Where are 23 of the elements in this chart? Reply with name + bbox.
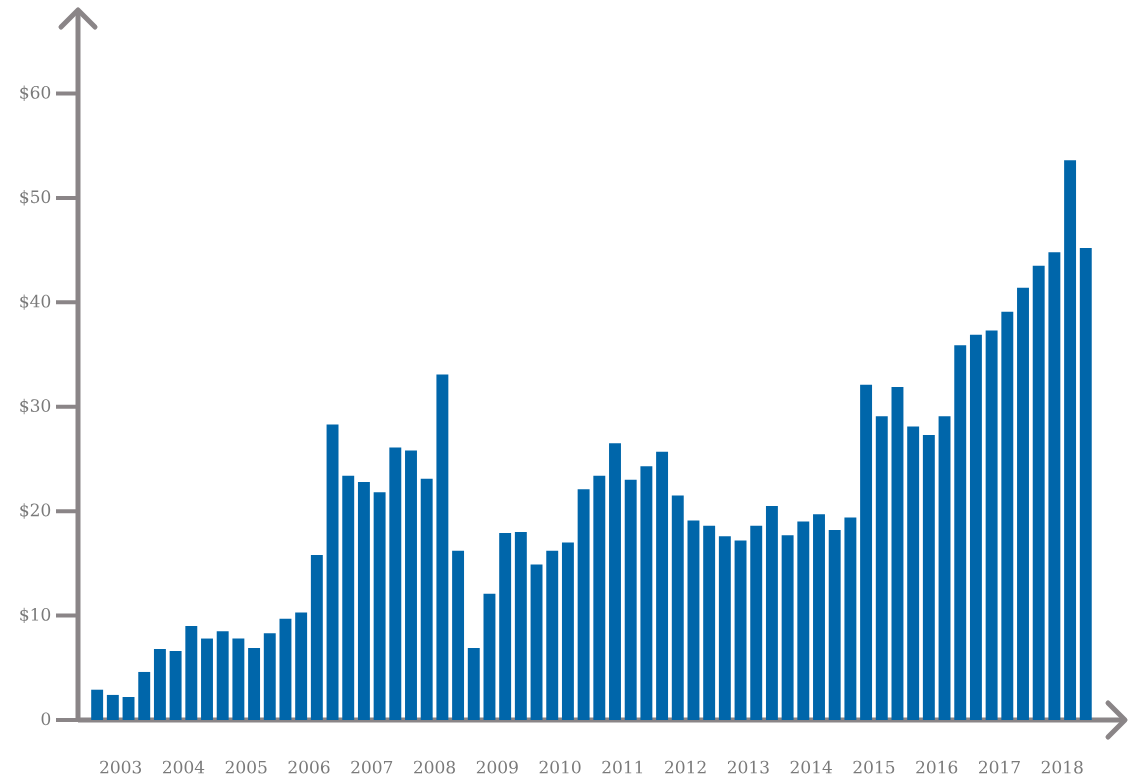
y-tick-label: $50 bbox=[20, 190, 51, 206]
y-tick-label: 0 bbox=[41, 712, 51, 726]
x-tick-label: 2005 bbox=[225, 760, 267, 774]
x-tick-label: 2008 bbox=[414, 760, 455, 774]
y-tick-label: $40 bbox=[20, 294, 51, 310]
x-tick-label: 2009 bbox=[476, 760, 518, 774]
x-tick-label: 2006 bbox=[288, 760, 330, 774]
y-tick-label: $10 bbox=[20, 607, 51, 624]
x-tick-label: 2017 bbox=[978, 760, 1020, 774]
x-tick-label: 2003 bbox=[100, 760, 142, 774]
y-tick-label: $60 bbox=[20, 85, 51, 102]
x-tick-label: 2012 bbox=[665, 760, 706, 774]
x-tick-label: 2016 bbox=[916, 760, 958, 774]
x-tick-label: 2015 bbox=[853, 760, 895, 774]
x-tick-label: 2018 bbox=[1041, 760, 1083, 774]
x-tick-label: 2014 bbox=[790, 760, 832, 774]
x-tick-label: 2007 bbox=[351, 760, 393, 774]
y-tick-label: $20 bbox=[20, 503, 51, 519]
x-tick-label: 2004 bbox=[162, 760, 205, 774]
x-tick-label: 2010 bbox=[539, 760, 581, 774]
y-tick-label: $30 bbox=[20, 398, 51, 415]
x-tick-label: 2011 bbox=[602, 760, 643, 774]
x-tick-label: 2013 bbox=[727, 760, 769, 774]
